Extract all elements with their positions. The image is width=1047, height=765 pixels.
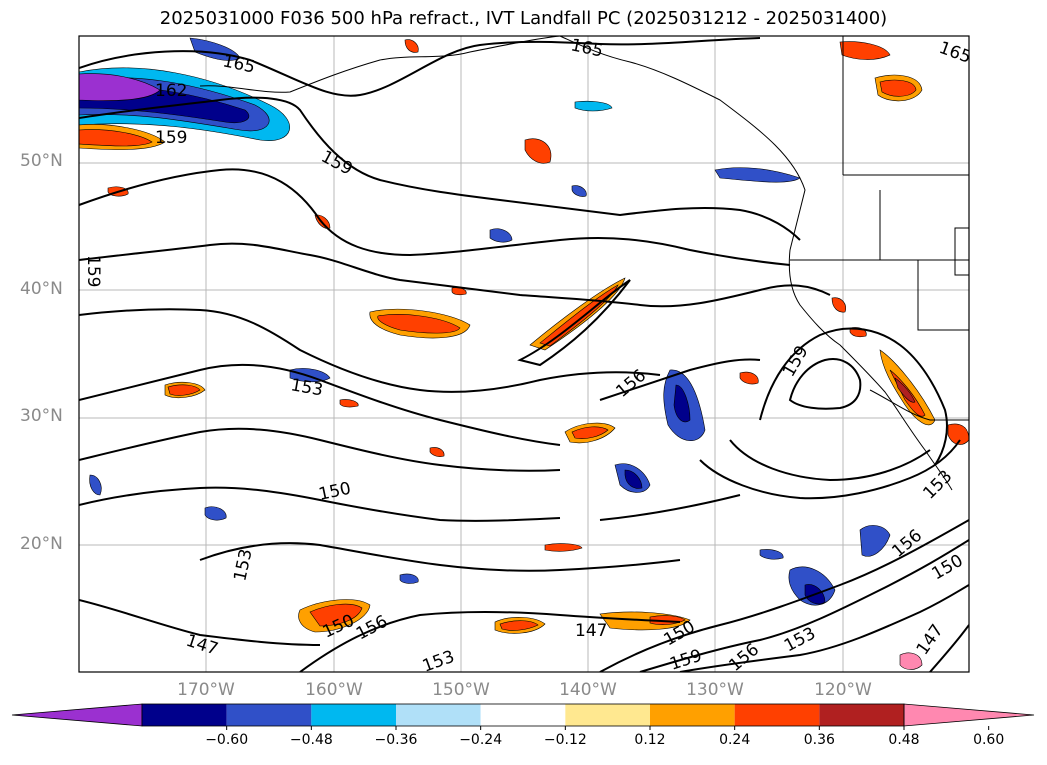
- lon-label-150w: 150°W: [432, 680, 490, 700]
- colorbar-tick-label: 0.24: [719, 732, 751, 748]
- colorbar-tick-label: 0.48: [888, 732, 920, 748]
- colorbar-segment: [650, 704, 735, 726]
- colorbar-extend-high: [903, 703, 1035, 727]
- lat-label-40n: 40°N: [20, 279, 63, 299]
- map-frame: [78, 35, 970, 673]
- map-background: [79, 36, 969, 672]
- colorbar-segment: [142, 704, 227, 726]
- lat-label-20n: 20°N: [20, 534, 63, 554]
- contour-label: 159: [83, 255, 103, 287]
- colorbar-tick-label: 0.12: [634, 732, 666, 748]
- lon-label-160w: 160°W: [305, 680, 363, 700]
- lon-label-140w: 140°W: [559, 680, 617, 700]
- colorbar-segment: [819, 704, 904, 726]
- colorbar-outline: [141, 703, 905, 727]
- colorbar-segment: [480, 704, 566, 726]
- colorbar-segment: [396, 704, 481, 726]
- lat-label-50n: 50°N: [20, 151, 63, 171]
- lon-label-170w: 170°W: [177, 680, 235, 700]
- colorbar: [11, 703, 1035, 730]
- positive-anomaly-patches: [79, 39, 969, 670]
- colorbar-tick-label: −0.12: [543, 732, 587, 748]
- contour-label: 162: [155, 81, 187, 101]
- colorbar-tick-label: −0.24: [459, 732, 503, 748]
- lon-label-130w: 130°W: [686, 680, 744, 700]
- colorbar-segment: [734, 704, 820, 726]
- map-title: 2025031000 F036 500 hPa refract., IVT La…: [159, 8, 888, 29]
- colorbar-extend-low: [11, 703, 143, 727]
- contour-label: 147: [575, 621, 607, 641]
- coastlines: [199, 36, 969, 491]
- colorbar-tick-label: 0.60: [973, 732, 1005, 748]
- contour-lines: [79, 37, 969, 672]
- colorbar-tick-label: 0.36: [803, 732, 835, 748]
- lat-label-30n: 30°N: [20, 406, 63, 426]
- contour-label: 159: [155, 128, 187, 148]
- colorbar-tick-label: −0.60: [205, 732, 249, 748]
- lon-label-120w: 120°W: [814, 680, 872, 700]
- colorbar-tick-label: −0.36: [374, 732, 418, 748]
- colorbar-segment: [226, 704, 312, 726]
- colorbar-segment: [565, 704, 650, 726]
- colorbar-segment: [311, 704, 396, 726]
- colorbar-tick-label: −0.48: [289, 732, 333, 748]
